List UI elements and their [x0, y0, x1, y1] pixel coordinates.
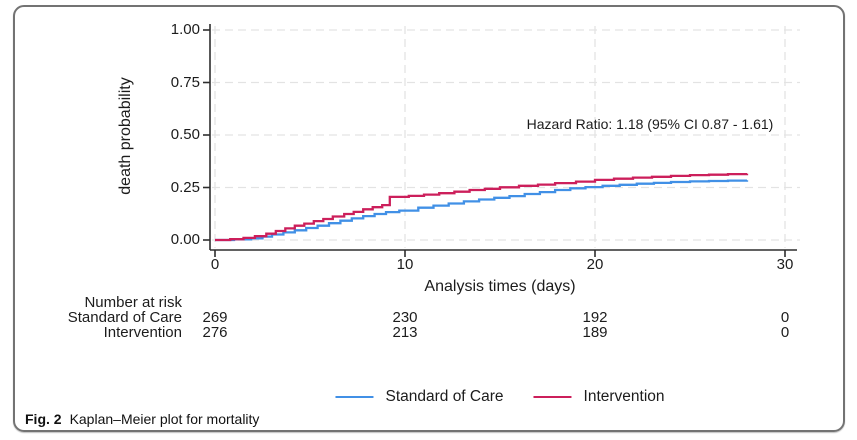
risk-table-title: Number at risk [84, 294, 182, 311]
x-tick-label: 30 [776, 256, 794, 273]
risk-count: 192 [582, 309, 608, 326]
x-tick-label: 0 [210, 256, 220, 273]
y-axis-title: death probability [117, 77, 134, 195]
legend-entry: Intervention [533, 388, 665, 406]
km-curve-standard_of_care [215, 179, 749, 242]
x-tick-label: 20 [586, 256, 604, 273]
x-tick-label: 10 [396, 256, 414, 273]
y-tick-label: 0.00 [170, 231, 200, 248]
km-curve-intervention [215, 172, 749, 242]
hazard-ratio-annotation: Hazard Ratio: 1.18 (95% CI 0.87 - 1.61) [526, 116, 774, 132]
legend-line-swatch [335, 396, 374, 398]
y-tick-label: 0.75 [170, 73, 200, 91]
risk-row-label: Intervention [103, 324, 182, 341]
risk-row-label: Standard of Care [67, 309, 182, 326]
risk-count: 230 [392, 309, 418, 326]
figure-border [13, 5, 845, 432]
x-axis-title: Analysis times (days) [424, 278, 576, 295]
figure-caption: Fig. 2 Kaplan–Meier plot for mortality [25, 411, 259, 427]
y-tick-label: 0.50 [170, 126, 200, 143]
legend-label: Standard of Care [385, 388, 504, 405]
risk-count: 213 [392, 324, 418, 341]
km-plot-canvas [203, 24, 800, 257]
legend-line-swatch [533, 396, 572, 398]
risk-count: 269 [202, 309, 228, 326]
caption-text: Kaplan–Meier plot for mortality [69, 411, 260, 427]
legend-entry: Standard of Care [335, 388, 504, 406]
risk-count: 189 [582, 324, 608, 341]
y-tick-label: 1.00 [170, 21, 200, 38]
y-tick-label: 0.25 [170, 178, 200, 196]
legend: Standard of Care Intervention [335, 388, 665, 406]
caption-label: Fig. 2 [25, 411, 62, 427]
legend-label: Intervention [583, 388, 665, 405]
risk-count: 0 [780, 309, 790, 326]
risk-count: 276 [202, 324, 228, 341]
risk-count: 0 [780, 324, 790, 341]
